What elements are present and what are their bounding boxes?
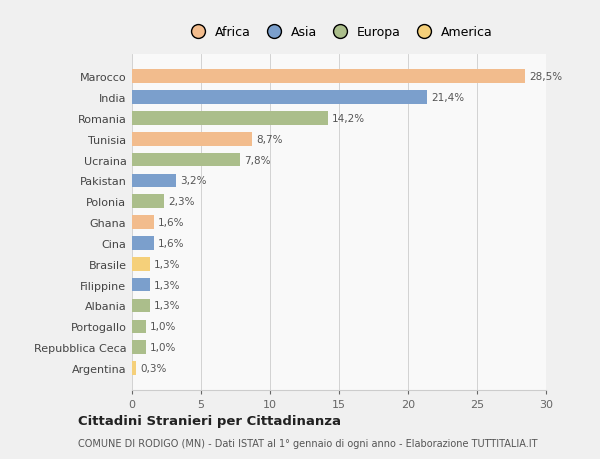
Bar bbox=[132, 112, 328, 125]
Text: 1,6%: 1,6% bbox=[158, 238, 185, 248]
Text: 0,3%: 0,3% bbox=[140, 363, 167, 373]
Text: 1,3%: 1,3% bbox=[154, 301, 181, 311]
Bar bbox=[132, 195, 164, 208]
Text: 14,2%: 14,2% bbox=[332, 114, 365, 123]
Text: 1,6%: 1,6% bbox=[158, 218, 185, 228]
Bar bbox=[132, 361, 136, 375]
Text: 1,0%: 1,0% bbox=[150, 322, 176, 331]
Text: 8,7%: 8,7% bbox=[256, 134, 283, 145]
Bar bbox=[132, 216, 154, 230]
Text: 3,2%: 3,2% bbox=[181, 176, 207, 186]
Bar bbox=[132, 320, 146, 333]
Bar bbox=[132, 237, 154, 250]
Text: 1,3%: 1,3% bbox=[154, 280, 181, 290]
Bar bbox=[132, 257, 150, 271]
Legend: Africa, Asia, Europa, America: Africa, Asia, Europa, America bbox=[180, 21, 498, 44]
Text: 1,3%: 1,3% bbox=[154, 259, 181, 269]
Text: 1,0%: 1,0% bbox=[150, 342, 176, 353]
Bar bbox=[132, 91, 427, 105]
Bar bbox=[132, 70, 526, 84]
Text: COMUNE DI RODIGO (MN) - Dati ISTAT al 1° gennaio di ogni anno - Elaborazione TUT: COMUNE DI RODIGO (MN) - Dati ISTAT al 1°… bbox=[78, 438, 538, 448]
Bar bbox=[132, 133, 252, 146]
Text: 2,3%: 2,3% bbox=[168, 197, 194, 207]
Bar bbox=[132, 174, 176, 188]
Text: 21,4%: 21,4% bbox=[431, 93, 464, 103]
Text: 28,5%: 28,5% bbox=[529, 72, 563, 82]
Bar bbox=[132, 299, 150, 313]
Bar bbox=[132, 278, 150, 292]
Bar bbox=[132, 153, 239, 167]
Text: Cittadini Stranieri per Cittadinanza: Cittadini Stranieri per Cittadinanza bbox=[78, 414, 341, 428]
Text: 7,8%: 7,8% bbox=[244, 155, 270, 165]
Bar bbox=[132, 341, 146, 354]
